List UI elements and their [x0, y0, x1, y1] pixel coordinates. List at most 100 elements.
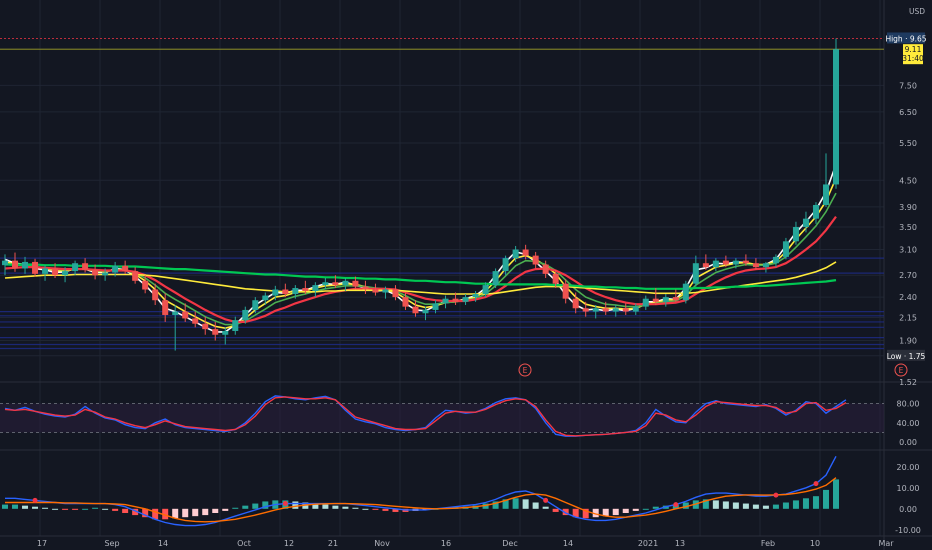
macd-histogram-bar [242, 505, 249, 509]
macd-histogram-bar [102, 508, 109, 510]
price-tick-label: 4.50 [899, 176, 917, 185]
price-tick-label: 1.90 [899, 337, 917, 346]
macd-histogram-bar [572, 508, 579, 518]
cross-marker [32, 497, 38, 503]
macd-histogram-bar [782, 502, 789, 509]
macd-histogram-bar [372, 508, 379, 510]
candle-body [232, 320, 239, 331]
candle-body [142, 280, 149, 290]
stoch-tick-label: 0.00 [899, 438, 917, 447]
candle-body [1, 260, 9, 266]
candle-body [682, 283, 689, 301]
macd-tick-label: -10.00 [895, 526, 921, 535]
macd-histogram-bar [262, 501, 269, 509]
macd-histogram-bar [362, 508, 369, 510]
cross-marker [282, 501, 288, 507]
candle-body [742, 260, 749, 264]
candle-body [632, 306, 639, 312]
macd-histogram-bar [612, 508, 619, 516]
macd-histogram-bar [152, 508, 159, 520]
price-axis[interactable]: 7.50 6.50 5.50 4.50 3.90 3.50 3.10 2.70 2.40 2.15… [885, 32, 927, 535]
stochastic-panel [0, 395, 884, 437]
price-tick-label: 3.10 [899, 246, 917, 255]
time-tick-label: Sep [104, 539, 119, 548]
price-tick-label: 5.50 [899, 139, 917, 148]
candle-body [802, 218, 809, 227]
macd-tick-label: 10.00 [897, 484, 920, 493]
macd-panel [1, 455, 840, 527]
cross-marker [673, 502, 679, 508]
candle-body [282, 289, 289, 295]
candle-body [192, 318, 199, 324]
macd-histogram-bar [252, 503, 259, 509]
candle-body [462, 297, 469, 302]
macd-histogram-bar [502, 499, 509, 509]
macd-histogram-bar [192, 508, 199, 517]
price-tick-label: 2.70 [899, 271, 917, 280]
candle-body [582, 308, 589, 312]
candle-body [322, 282, 329, 286]
moving-average-line [4, 192, 837, 326]
time-tick-label: Nov [374, 539, 390, 548]
candle-body [152, 289, 159, 301]
macd-histogram-bar [552, 508, 559, 512]
last-price-box [903, 44, 923, 65]
candle-body [82, 263, 89, 270]
stoch-tick-label: 40.00 [897, 419, 920, 428]
macd-histogram-bar [42, 507, 49, 509]
stoch-tick-label: 80.00 [897, 400, 920, 409]
macd-tick-label: 0.00 [899, 505, 917, 514]
candle-body [412, 306, 419, 314]
candle-body [402, 297, 409, 307]
candle-body [272, 289, 279, 296]
moving-average-line [5, 263, 837, 290]
currency-label: USD [909, 7, 925, 16]
candle-body [392, 289, 399, 298]
candle-body [182, 311, 189, 319]
candle-body [552, 273, 559, 284]
macd-histogram-bar [492, 501, 499, 509]
currency-badge[interactable] [906, 4, 928, 18]
candlesticks [1, 38, 840, 351]
candle-body [432, 303, 439, 310]
price-tick-label: 3.90 [899, 203, 917, 212]
moving-average-line [4, 261, 837, 295]
candle-body [332, 282, 339, 286]
time-tick-label: 14 [158, 539, 168, 548]
macd-histogram-bar [232, 507, 239, 509]
price-tick-label: 3.50 [899, 223, 917, 232]
candle-body [492, 271, 499, 286]
candle-body [252, 300, 259, 310]
candle-body [342, 280, 349, 286]
macd-histogram-bar [382, 508, 389, 511]
candle-body [782, 241, 789, 257]
macd-histogram-bar [602, 508, 609, 517]
candle-body [382, 289, 389, 293]
macd-histogram-bar [622, 508, 629, 513]
macd-histogram-bar [342, 506, 349, 509]
macd-histogram-bar [1, 504, 9, 509]
candle-body [652, 298, 659, 302]
candle-body [162, 300, 169, 315]
macd-histogram-bar [292, 501, 299, 509]
time-axis[interactable]: 17 Sep 14 Oct 12 21 Nov 16 Dec 14 2021 13 Feb 10 Mar [37, 539, 894, 548]
candle-body [542, 264, 549, 274]
time-tick-label: 2021 [638, 539, 658, 548]
macd-histogram-bar [822, 489, 829, 509]
macd-histogram-bar [512, 498, 519, 509]
macd-histogram-bar [632, 508, 639, 511]
time-tick-label: 13 [675, 539, 685, 548]
macd-histogram-bar [22, 505, 29, 509]
candle-body [12, 260, 19, 269]
macd-histogram-bar [702, 499, 709, 509]
candle-body [292, 288, 299, 295]
candle-body [572, 298, 579, 309]
time-tick-label: 17 [37, 539, 47, 548]
time-tick-label: 21 [328, 539, 338, 548]
macd-histogram-bar [802, 498, 809, 509]
candle-body [42, 268, 49, 274]
candle-body [772, 256, 779, 264]
macd-histogram-bar [712, 500, 719, 509]
